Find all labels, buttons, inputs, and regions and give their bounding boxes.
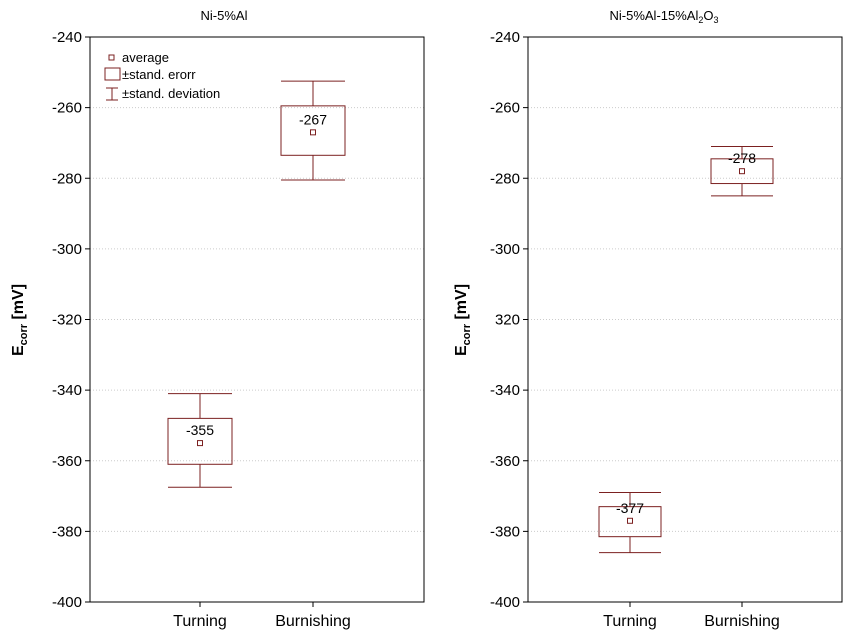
average-marker [739, 168, 745, 175]
y-axis-ticks: -240 -260 -280 -300 -320 -340 -360 -380 -400 [52, 29, 90, 611]
y-tick-label: -400 [490, 594, 520, 611]
chart-title: Ni-5%Al [201, 8, 248, 23]
stand-error-box [167, 417, 233, 465]
y-tick-label: -360 [490, 453, 520, 470]
average-marker [627, 517, 633, 524]
x-tick-label: Turning [603, 613, 657, 630]
chart-title-part-2: O [703, 8, 713, 23]
chart-title-subscript-2: 3 [714, 15, 719, 25]
y-tick-label: -320 [52, 312, 82, 329]
stand-error-box [598, 506, 662, 538]
y-tick-label: -380 [52, 523, 82, 540]
gridlines [528, 107, 842, 532]
plot-frame [527, 36, 843, 603]
y-axis-label-main: E [10, 345, 27, 356]
data-label: -267 [299, 111, 327, 127]
y-tick-label: -280 [52, 170, 82, 187]
chart-title-subscript-1: 2 [698, 15, 703, 25]
y-tick-label: -340 [52, 382, 82, 399]
y-axis-label: Ecorr [mV] [453, 284, 473, 356]
plot-frame [89, 36, 425, 603]
legend-stand-error-label: ±stand. erorr [122, 67, 196, 82]
x-tick-label: Turning [173, 613, 227, 630]
x-tick-label: Burnishing [704, 613, 780, 630]
chart-title: Ni-5%Al-15%Al2O3 [609, 8, 718, 25]
legend-average-label: average [122, 50, 169, 65]
y-tick-label: -260 [490, 100, 520, 117]
y-tick-label: -280 [490, 170, 520, 187]
x-axis-ticks: Turning Burnishing [603, 602, 780, 630]
y-tick-label: -300 [52, 241, 82, 258]
data-label: -355 [186, 422, 214, 438]
x-axis-ticks: Turning Burnishing [173, 602, 351, 630]
stand-error-box [710, 158, 774, 185]
y-axis-label-subscript: corr [461, 323, 473, 345]
stand-error-box [280, 105, 346, 156]
y-tick-label: -360 [52, 453, 82, 470]
y-tick-label: -240 [490, 29, 520, 46]
legend-stand-error-icon [104, 67, 121, 81]
y-tick-label: -400 [52, 594, 82, 611]
y-tick-label: -340 [490, 382, 520, 399]
y-tick-label: -380 [490, 523, 520, 540]
legend: average ±stand. erorr ±stand. deviation [104, 50, 220, 101]
chart-title-part-1: Ni-5%Al-15%Al [609, 8, 698, 23]
average-marker [197, 440, 203, 447]
average-marker [310, 129, 316, 136]
y-tick-label: -240 [52, 29, 82, 46]
box-series: -377 -278 [598, 145, 774, 554]
box-burnishing: -267 [280, 80, 346, 181]
y-axis-label-main: E [453, 345, 470, 356]
y-axis-ticks: -240 -260 -280 -300 320 -340 -360 -380 -400 [490, 29, 528, 611]
right-plot-panel: Ni-5%Al-15%Al2O3 -240 -260 -280 -300 320 -340… [453, 8, 843, 630]
box-burnishing: -278 [710, 145, 774, 197]
y-tick-label: 320 [495, 312, 520, 329]
y-tick-label: -300 [490, 241, 520, 258]
gridlines [90, 107, 424, 532]
y-axis-label-unit: [mV] [10, 284, 27, 324]
data-label: -278 [728, 150, 756, 166]
y-axis-label: Ecorr [mV] [10, 284, 30, 356]
x-tick-label: Burnishing [275, 613, 351, 630]
data-label: -377 [616, 500, 644, 516]
y-axis-label-unit: [mV] [453, 284, 470, 324]
left-plot-panel: Ni-5%Al -240 -260 -280 -300 -320 -340 -360 -380… [10, 8, 425, 630]
box-series: -355 -267 [167, 80, 346, 488]
legend-average-icon [108, 54, 115, 61]
legend-stand-deviation-icon [106, 87, 118, 101]
y-tick-label: -260 [52, 100, 82, 117]
box-turning: -377 [598, 492, 662, 554]
y-axis-label-subscript: corr [18, 323, 30, 345]
box-turning: -355 [167, 393, 233, 488]
legend-stand-deviation-label: ±stand. deviation [122, 86, 220, 101]
